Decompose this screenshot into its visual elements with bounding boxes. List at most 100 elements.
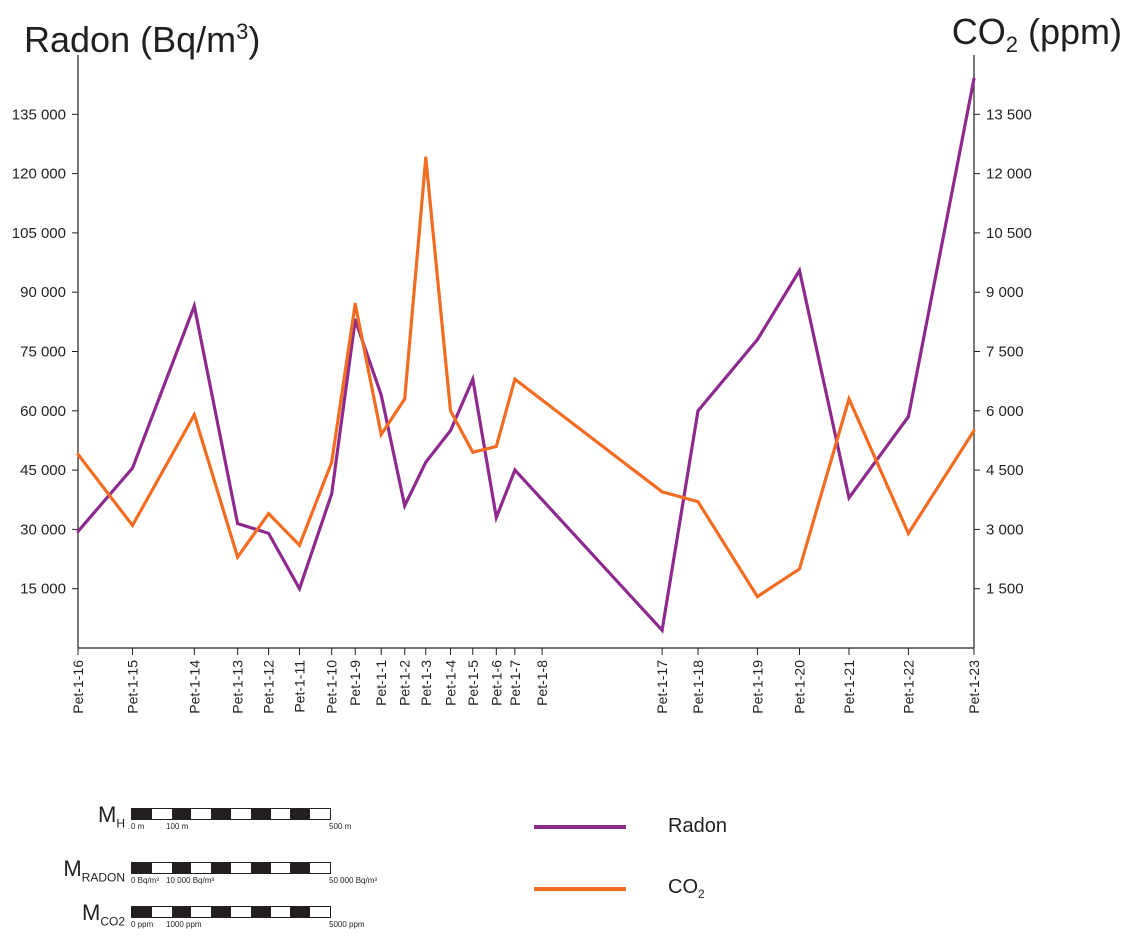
- legend-swatch: [534, 886, 626, 891]
- data-point-co2: [494, 444, 498, 448]
- x-tick-label: Pet-1-14: [186, 660, 202, 714]
- data-point-radon: [696, 409, 700, 413]
- right-tick-label: 3 000: [986, 521, 1024, 538]
- right-axis-title: CO2 (ppm): [952, 10, 1122, 67]
- data-point-radon: [847, 496, 851, 500]
- legend-item: Radon: [534, 815, 727, 838]
- data-point-radon: [755, 338, 759, 342]
- left-tick-label: 90 000: [20, 284, 66, 301]
- right-tick-label: 12 000: [986, 166, 1032, 183]
- x-tick-label: Pet-1-8: [534, 660, 550, 706]
- data-point-co2: [449, 409, 453, 413]
- data-point-co2: [330, 460, 334, 464]
- x-tick-label: Pet-1-13: [230, 660, 246, 714]
- data-point-radon: [798, 268, 802, 272]
- data-point-radon: [424, 460, 428, 464]
- data-point-co2: [696, 500, 700, 504]
- data-point-radon: [972, 77, 976, 81]
- scale-bar-label: MCO2: [81, 900, 125, 929]
- left-tick-label: 30 000: [20, 521, 66, 538]
- data-point-co2: [267, 512, 271, 516]
- scale-bar-tick-label: 50 000 Bq/m³: [329, 876, 378, 885]
- data-point-co2: [972, 429, 976, 433]
- x-tick-label: Pet-1-18: [690, 660, 706, 714]
- data-point-radon: [494, 516, 498, 520]
- data-point-co2: [847, 397, 851, 401]
- x-tick-label: Pet-1-12: [261, 660, 277, 714]
- right-tick-label: 9 000: [986, 284, 1024, 301]
- scale-bar: [131, 862, 331, 874]
- data-point-co2: [130, 523, 134, 527]
- scale-bar-tick-label: 500 m: [329, 822, 352, 831]
- right-tick-label: 4 500: [986, 462, 1024, 479]
- scale-bar-label: MRADON: [63, 856, 125, 885]
- data-point-co2: [379, 433, 383, 437]
- scale-bar-tick-label: 0 m: [131, 822, 145, 831]
- scale-bar-tick-label: 100 m: [166, 822, 189, 831]
- x-tick-label: Pet-1-11: [292, 660, 308, 713]
- data-point-co2: [236, 555, 240, 559]
- left-axis-title-text: Radon (Bq/m: [24, 19, 237, 60]
- scale-bar-tick-label: 1000 ppm: [166, 920, 202, 929]
- left-tick-label: 45 000: [20, 462, 66, 479]
- x-tick-label: Pet-1-22: [900, 660, 916, 714]
- right-tick-label: 10 500: [986, 225, 1032, 242]
- x-tick-label: Pet-1-17: [654, 660, 670, 714]
- right-axis-title-text: CO: [951, 11, 1006, 52]
- data-point-radon: [471, 377, 475, 381]
- data-point-co2: [403, 397, 407, 401]
- legend-label: Radon: [668, 815, 727, 837]
- right-tick-label: 7 500: [986, 344, 1024, 361]
- data-point-radon: [513, 468, 517, 472]
- scale-bar: [131, 808, 331, 820]
- x-tick-label: Pet-1-1: [373, 660, 389, 706]
- data-point-radon: [267, 531, 271, 535]
- data-point-radon: [403, 504, 407, 508]
- right-tick-label: 6 000: [986, 403, 1024, 420]
- data-point-co2: [353, 302, 357, 306]
- x-tick-label: Pet-1-9: [347, 660, 363, 706]
- left-tick-label: 60 000: [20, 403, 66, 420]
- data-point-co2: [76, 452, 80, 456]
- data-point-co2: [660, 490, 664, 494]
- data-point-radon: [236, 521, 240, 525]
- x-tick-label: Pet-1-23: [966, 660, 982, 714]
- x-tick-label: Pet-1-3: [418, 660, 434, 706]
- data-point-radon: [906, 415, 910, 419]
- series-line-radon: [76, 78, 976, 634]
- x-tick-label: Pet-1-21: [841, 660, 857, 714]
- scale-bar-tick-label: 10 000 Bq/m³: [166, 876, 215, 885]
- data-point-radon: [660, 628, 664, 632]
- left-axis-title-sup: 3: [236, 19, 249, 44]
- scale-bar-tick-label: 5000 ppm: [329, 920, 365, 929]
- left-tick-label: 75 000: [20, 344, 66, 361]
- data-point-co2: [471, 450, 475, 454]
- left-tick-label: 15 000: [20, 581, 66, 598]
- right-tick-label: 13 500: [986, 106, 1032, 123]
- x-tick-label: Pet-1-10: [324, 660, 340, 714]
- left-axis-title: Radon (Bq/m3): [24, 10, 260, 62]
- scale-bar-label: MH: [98, 802, 125, 831]
- data-point-radon: [298, 587, 302, 591]
- left-tick-label: 105 000: [12, 225, 66, 242]
- data-point-radon: [379, 393, 383, 397]
- data-point-radon: [192, 304, 196, 308]
- x-tick-label: Pet-1-5: [465, 660, 481, 706]
- left-tick-label: 135 000: [12, 106, 66, 123]
- x-tick-label: Pet-1-15: [124, 660, 140, 714]
- data-point-co2: [424, 156, 428, 160]
- x-tick-label: Pet-1-2: [397, 660, 413, 706]
- legend-swatch: [534, 824, 626, 829]
- data-point-radon: [130, 466, 134, 470]
- series-line-co2: [76, 157, 976, 599]
- data-point-radon: [449, 429, 453, 433]
- data-point-co2: [798, 567, 802, 571]
- data-point-radon: [76, 529, 80, 533]
- x-tick-label: Pet-1-20: [792, 660, 808, 714]
- left-axis-title-end: ): [248, 19, 261, 60]
- x-tick-label: Pet-1-4: [443, 660, 459, 706]
- x-tick-label: Pet-1-19: [749, 660, 765, 714]
- data-point-co2: [513, 377, 517, 381]
- x-tick-label: Pet-1-6: [488, 660, 504, 706]
- data-point-co2: [755, 595, 759, 599]
